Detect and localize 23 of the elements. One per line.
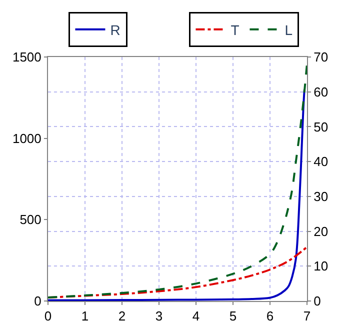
- y-tick-label: 1000: [12, 130, 42, 146]
- y2-tick-label: 20: [314, 224, 328, 239]
- y2-tick-label: 40: [314, 154, 328, 170]
- x-tick-label: 3: [155, 308, 163, 324]
- x-tick-label: 4: [192, 308, 200, 324]
- y2-tick-label: 50: [314, 119, 328, 134]
- y2-tick-label: 60: [314, 84, 328, 100]
- x-tick-label: 2: [118, 308, 126, 324]
- x-tick-label: 7: [303, 308, 311, 324]
- y-tick-label: 0: [34, 294, 42, 309]
- y-tick-label: 1500: [12, 50, 42, 65]
- x-tick-label: 6: [266, 308, 274, 324]
- y-tick-label: 500: [20, 212, 42, 228]
- x-tick-label: 0: [44, 308, 52, 324]
- y2-tick-label: 10: [314, 258, 328, 274]
- legend-label: R: [110, 22, 120, 38]
- legend-label: L: [284, 22, 293, 38]
- y2-tick-label: 70: [314, 50, 328, 65]
- x-tick-label: 1: [81, 308, 89, 324]
- legend-label: T: [230, 22, 240, 38]
- y2-tick-label: 0: [314, 294, 321, 309]
- x-tick-label: 5: [229, 308, 237, 324]
- y2-tick-label: 30: [314, 188, 328, 204]
